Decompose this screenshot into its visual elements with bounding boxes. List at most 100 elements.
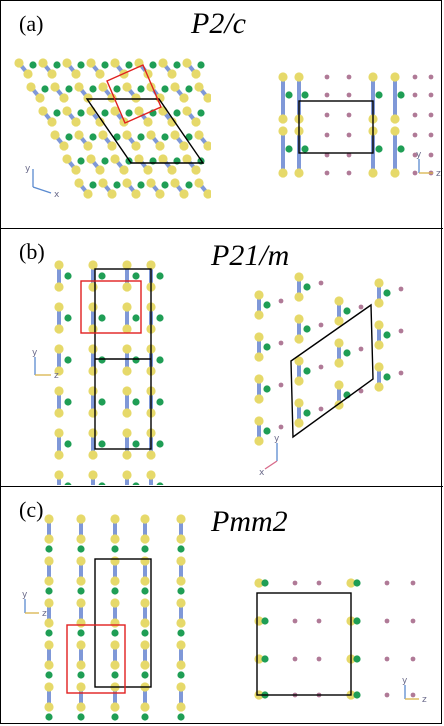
panel-a-structure-left: yx (14, 58, 211, 200)
green-atom (141, 545, 149, 553)
pink-atom (318, 364, 324, 370)
yellow-atom (374, 362, 384, 372)
yellow-atom (294, 314, 304, 324)
green-atom (77, 629, 85, 637)
green-atom (173, 61, 181, 69)
yellow-atom (179, 141, 189, 151)
pink-atom (384, 580, 390, 586)
yellow-atom (107, 93, 117, 103)
pink-atom (428, 132, 434, 138)
green-atom (113, 181, 121, 189)
yellow-atom (278, 72, 288, 82)
yellow-atom (294, 272, 304, 282)
yellow-atom (122, 130, 132, 140)
yellow-atom (254, 310, 264, 320)
yellow-atom (131, 141, 141, 151)
yellow-atom (44, 556, 54, 566)
yellow-atom (38, 106, 48, 116)
green-atom (64, 314, 72, 322)
yellow-atom (140, 598, 150, 608)
pink-atom (324, 170, 330, 176)
pink-atom (278, 382, 284, 388)
green-atom (375, 145, 383, 153)
pink-atom (428, 152, 434, 158)
yellow-atom (83, 141, 93, 151)
yellow-atom (44, 618, 54, 628)
axis-label: y (416, 150, 422, 160)
yellow-atom (368, 168, 378, 178)
yellow-atom (110, 640, 120, 650)
yellow-atom (122, 470, 132, 480)
green-atom (64, 272, 72, 280)
green-atom (77, 545, 85, 553)
green-atom (161, 181, 169, 189)
yellow-atom (83, 93, 93, 103)
yellow-atom (140, 576, 150, 586)
yellow-atom (176, 660, 186, 670)
yellow-atom (54, 470, 64, 480)
green-atom (125, 109, 133, 117)
yellow-atom (50, 82, 60, 92)
green-atom (375, 91, 383, 99)
yellow-atom (334, 338, 344, 348)
yellow-atom (95, 165, 105, 175)
green-atom (141, 713, 149, 721)
green-atom (156, 440, 164, 448)
yellow-atom (88, 366, 98, 376)
yellow-atom (176, 576, 186, 586)
yellow-atom (167, 165, 177, 175)
yellow-atom (346, 578, 356, 588)
green-atom (53, 109, 61, 117)
axis-label: z (436, 169, 441, 179)
yellow-atom (110, 556, 120, 566)
green-atom (353, 655, 361, 663)
green-atom (101, 157, 109, 165)
pink-atom (278, 340, 284, 346)
green-atom (303, 409, 311, 417)
axis-label: y (274, 434, 280, 444)
yellow-atom (122, 260, 132, 270)
green-atom (156, 356, 164, 364)
pink-atom (412, 74, 418, 80)
yellow-atom (254, 374, 264, 384)
yellow-atom (86, 106, 96, 116)
green-atom (45, 671, 53, 679)
pink-atom (318, 406, 324, 412)
yellow-atom (86, 58, 96, 68)
yellow-atom (74, 82, 84, 92)
yellow-atom (374, 320, 384, 330)
yellow-atom (334, 380, 344, 390)
pink-atom (316, 656, 322, 662)
yellow-atom (194, 130, 204, 140)
yellow-atom (71, 69, 81, 79)
green-atom (177, 629, 185, 637)
yellow-atom (88, 386, 98, 396)
yellow-atom (54, 428, 64, 438)
axis-label: x (259, 468, 265, 478)
yellow-atom (146, 178, 156, 188)
green-atom (89, 85, 97, 93)
yellow-atom (107, 189, 117, 199)
yellow-atom (88, 450, 98, 460)
green-atom (141, 629, 149, 637)
yellow-atom (44, 702, 54, 712)
green-atom (77, 587, 85, 595)
axis-label: y (32, 348, 38, 358)
pink-atom (412, 132, 418, 138)
yellow-atom (122, 324, 132, 334)
yellow-atom (122, 82, 132, 92)
green-atom (303, 325, 311, 333)
yellow-atom (191, 117, 201, 127)
pink-atom (316, 580, 322, 586)
yellow-atom (95, 69, 105, 79)
yellow-atom (167, 69, 177, 79)
green-atom (98, 440, 106, 448)
green-atom (383, 289, 391, 297)
green-atom (173, 109, 181, 117)
pink-atom (324, 112, 330, 118)
yellow-atom (62, 154, 72, 164)
green-atom (141, 587, 149, 595)
yellow-atom (110, 106, 120, 116)
axis-label: z (54, 371, 59, 381)
pink-atom (384, 692, 390, 698)
